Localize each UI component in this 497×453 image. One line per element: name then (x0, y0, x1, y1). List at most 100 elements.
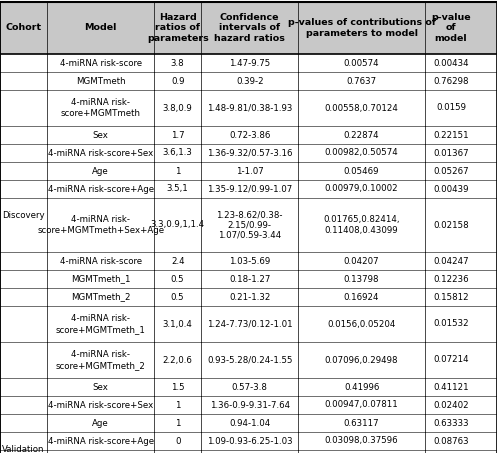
Text: 0.57-3.8: 0.57-3.8 (232, 382, 268, 391)
Text: 0.02402: 0.02402 (433, 400, 469, 410)
Text: 3.3,0.9,1,1.4: 3.3,0.9,1,1.4 (151, 221, 205, 230)
Text: 0.03098,0.37596: 0.03098,0.37596 (325, 437, 399, 445)
Text: 1.47-9.75: 1.47-9.75 (229, 58, 270, 67)
Text: 4-miRNA risk-score+Age: 4-miRNA risk-score+Age (48, 437, 154, 445)
Text: 0: 0 (175, 437, 180, 445)
Bar (0, 252, 497, 270)
Text: 1.48-9.81/0.38-1.93: 1.48-9.81/0.38-1.93 (207, 103, 292, 112)
Text: 0.13798: 0.13798 (344, 275, 379, 284)
Text: 4-miRNA risk-score+Sex: 4-miRNA risk-score+Sex (48, 149, 153, 158)
Text: Hazard
ratios of
parameters: Hazard ratios of parameters (147, 13, 209, 43)
Text: 0.00574: 0.00574 (344, 58, 379, 67)
Bar (0, 450, 497, 453)
Text: 0.63117: 0.63117 (344, 419, 379, 428)
Bar (0, 144, 497, 162)
Text: 0.04207: 0.04207 (344, 256, 379, 265)
Text: 2.4: 2.4 (171, 256, 184, 265)
Text: Age: Age (92, 419, 109, 428)
Text: 0.05267: 0.05267 (433, 167, 469, 175)
Text: 1.23-8.62/0.38-
2.15/0.99-
1.07/0.59-3.44: 1.23-8.62/0.38- 2.15/0.99- 1.07/0.59-3.4… (217, 210, 283, 240)
Text: 1.5: 1.5 (171, 382, 184, 391)
Text: MGMTmeth_1: MGMTmeth_1 (71, 275, 130, 284)
Bar (0, 2, 497, 54)
Text: 1.24-7.73/0.12-1.01: 1.24-7.73/0.12-1.01 (207, 319, 293, 328)
Text: 1-1.07: 1-1.07 (236, 167, 263, 175)
Text: 1.36-0.9-9.31-7.64: 1.36-0.9-9.31-7.64 (210, 400, 290, 410)
Text: MGMTmeth: MGMTmeth (76, 77, 125, 86)
Text: 3.1,0.4: 3.1,0.4 (163, 319, 193, 328)
Text: p-value
of
model: p-value of model (431, 13, 471, 43)
Bar (0, 432, 497, 450)
Text: 3.5,1: 3.5,1 (167, 184, 188, 193)
Text: 0.5: 0.5 (171, 293, 184, 302)
Text: 1.35-9.12/0.99-1.07: 1.35-9.12/0.99-1.07 (207, 184, 292, 193)
Text: 1.03-5.69: 1.03-5.69 (229, 256, 270, 265)
Text: 0.07096,0.29498: 0.07096,0.29498 (325, 356, 398, 365)
Text: 0.39-2: 0.39-2 (236, 77, 263, 86)
Text: 0.72-3.86: 0.72-3.86 (229, 130, 270, 140)
Bar (0, 72, 497, 90)
Text: 3.6,1.3: 3.6,1.3 (163, 149, 193, 158)
Text: 4-miRNA risk-
score+MGMTmeth: 4-miRNA risk- score+MGMTmeth (61, 98, 141, 118)
Text: 0.7637: 0.7637 (346, 77, 377, 86)
Text: 0.21-1.32: 0.21-1.32 (229, 293, 270, 302)
Text: 0.05469: 0.05469 (344, 167, 379, 175)
Text: 0.16924: 0.16924 (344, 293, 379, 302)
Text: MGMTmeth_2: MGMTmeth_2 (71, 293, 130, 302)
Bar (0, 90, 497, 126)
Text: 1: 1 (175, 419, 180, 428)
Bar (0, 270, 497, 288)
Text: 4-miRNA risk-
score+MGMTmeth_2: 4-miRNA risk- score+MGMTmeth_2 (56, 350, 146, 370)
Text: Confidence
intervals of
hazard ratios: Confidence intervals of hazard ratios (214, 13, 285, 43)
Text: 0.00947,0.07811: 0.00947,0.07811 (325, 400, 399, 410)
Text: 0.00979,0.10002: 0.00979,0.10002 (325, 184, 399, 193)
Text: Cohort: Cohort (5, 24, 42, 33)
Text: 0.00434: 0.00434 (433, 58, 469, 67)
Text: 0.41996: 0.41996 (344, 382, 379, 391)
Text: Sex: Sex (93, 382, 108, 391)
Bar (0, 288, 497, 306)
Text: 0.18-1.27: 0.18-1.27 (229, 275, 270, 284)
Text: 1.7: 1.7 (171, 130, 184, 140)
Bar (0, 342, 497, 378)
Text: 0.12236: 0.12236 (433, 275, 469, 284)
Bar (0, 414, 497, 432)
Text: 0.22151: 0.22151 (433, 130, 469, 140)
Text: 1.36-9.32/0.57-3.16: 1.36-9.32/0.57-3.16 (207, 149, 293, 158)
Text: 0.63333: 0.63333 (433, 419, 469, 428)
Text: p-values of contributions of
parameters to model: p-values of contributions of parameters … (288, 18, 435, 38)
Text: 0.01532: 0.01532 (433, 319, 469, 328)
Text: 0.01765,0.82414,
0.11408,0.43099: 0.01765,0.82414, 0.11408,0.43099 (324, 215, 400, 235)
Text: 1: 1 (175, 400, 180, 410)
Bar (0, 54, 497, 72)
Text: 0.07214: 0.07214 (433, 356, 469, 365)
Text: 1: 1 (175, 167, 180, 175)
Text: 0.02158: 0.02158 (433, 221, 469, 230)
Bar (0, 198, 497, 252)
Text: Validation: Validation (2, 445, 45, 453)
Text: 0.0159: 0.0159 (436, 103, 466, 112)
Bar (0, 378, 497, 396)
Text: 1.09-0.93-6.25-1.03: 1.09-0.93-6.25-1.03 (207, 437, 293, 445)
Text: 0.01367: 0.01367 (433, 149, 469, 158)
Bar (0, 162, 497, 180)
Text: 4-miRNA risk-score+Age: 4-miRNA risk-score+Age (48, 184, 154, 193)
Text: 4-miRNA risk-score: 4-miRNA risk-score (60, 58, 142, 67)
Text: 0.00558,0.70124: 0.00558,0.70124 (325, 103, 399, 112)
Text: Sex: Sex (93, 130, 108, 140)
Text: 0.00439: 0.00439 (433, 184, 469, 193)
Text: 2.2,0.6: 2.2,0.6 (163, 356, 193, 365)
Text: 0.04247: 0.04247 (433, 256, 469, 265)
Text: 0.93-5.28/0.24-1.55: 0.93-5.28/0.24-1.55 (207, 356, 293, 365)
Text: 3.8,0.9: 3.8,0.9 (163, 103, 192, 112)
Text: 0.15812: 0.15812 (433, 293, 469, 302)
Text: Model: Model (84, 24, 117, 33)
Text: 0.76298: 0.76298 (433, 77, 469, 86)
Text: 0.5: 0.5 (171, 275, 184, 284)
Bar (0, 396, 497, 414)
Text: 0.41121: 0.41121 (433, 382, 469, 391)
Text: 0.9: 0.9 (171, 77, 184, 86)
Text: 0.94-1.04: 0.94-1.04 (229, 419, 270, 428)
Text: Age: Age (92, 167, 109, 175)
Bar (0, 180, 497, 198)
